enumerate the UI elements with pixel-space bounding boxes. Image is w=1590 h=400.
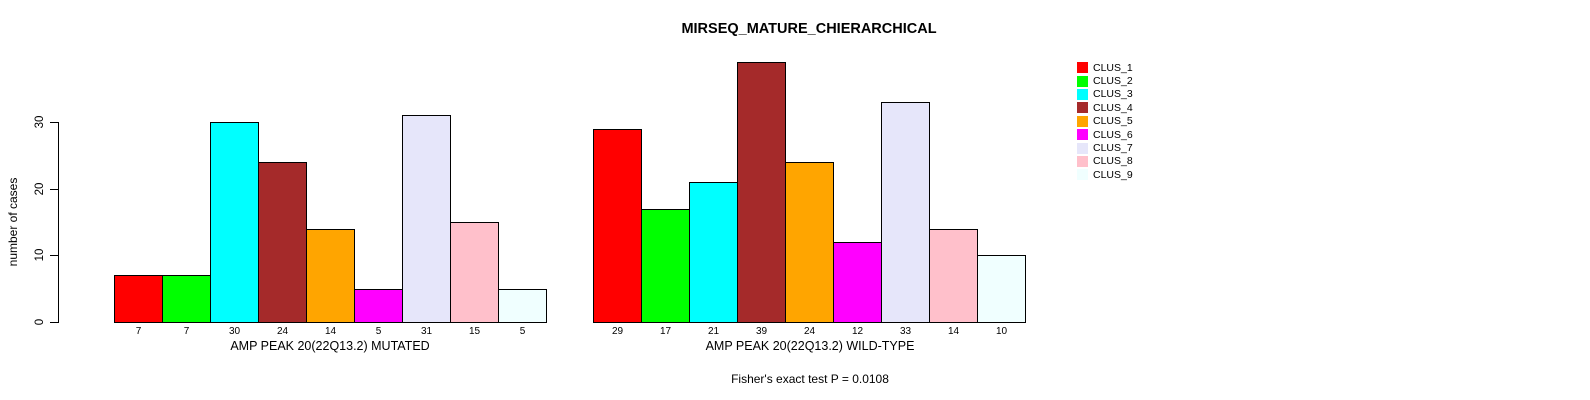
legend-entry-clus_9: CLUS_9: [1077, 168, 1133, 181]
legend-swatch-clus_9: [1077, 169, 1088, 181]
bar-value-label: 10: [995, 326, 1008, 337]
bar-clus_8-mutated: [450, 222, 499, 323]
bar-value-label: 7: [135, 326, 142, 337]
legend-label: CLUS_8: [1093, 155, 1133, 168]
bar-clus_2-wildtype: [641, 209, 690, 323]
chart-title: MIRSEQ_MATURE_CHIERARCHICAL: [681, 21, 937, 37]
bar-value-label: 7: [183, 326, 190, 337]
y-tick-mark: [50, 121, 58, 123]
bar-clus_4-mutated: [258, 162, 307, 323]
bar-value-label: 24: [803, 326, 816, 337]
bar-value-label: 31: [420, 326, 433, 337]
legend-swatch-clus_2: [1077, 75, 1088, 87]
bar-value-label: 24: [276, 326, 289, 337]
bar-clus_5-mutated: [306, 229, 355, 323]
bar-value-label: 5: [519, 326, 526, 337]
bar-clus_3-mutated: [210, 122, 259, 323]
legend-entry-clus_4: CLUS_4: [1077, 101, 1133, 114]
bar-clus_6-mutated: [354, 289, 403, 323]
legend-swatch-clus_8: [1077, 155, 1088, 167]
x-axis-label-wildtype: AMP PEAK 20(22Q13.2) WILD-TYPE: [705, 339, 915, 353]
legend-label: CLUS_2: [1093, 75, 1133, 88]
legend-entry-clus_2: CLUS_2: [1077, 74, 1133, 87]
legend-swatch-clus_6: [1077, 129, 1088, 141]
legend-swatch-clus_7: [1077, 142, 1088, 154]
bar-clus_9-wildtype: [977, 255, 1026, 323]
legend-label: CLUS_5: [1093, 115, 1133, 128]
y-axis-label: number of cases: [6, 177, 20, 267]
bar-clus_1-mutated: [114, 275, 163, 323]
y-tick-mark: [50, 255, 58, 257]
y-tick-mark: [50, 322, 58, 323]
bar-clus_6-wildtype: [833, 242, 882, 323]
legend-entry-clus_8: CLUS_8: [1077, 155, 1133, 168]
bar-value-label: 29: [611, 326, 624, 337]
bar-clus_3-wildtype: [689, 182, 738, 323]
bar-clus_7-mutated: [402, 115, 451, 323]
legend-swatch-clus_4: [1077, 102, 1088, 114]
legend-entry-clus_7: CLUS_7: [1077, 141, 1133, 154]
bar-value-label: 33: [899, 326, 912, 337]
legend-swatch-clus_5: [1077, 115, 1088, 127]
y-tick-label: 30: [34, 115, 46, 129]
y-tick-label: 0: [34, 318, 46, 326]
bar-value-label: 15: [468, 326, 481, 337]
legend-label: CLUS_6: [1093, 128, 1133, 141]
legend-entry-clus_3: CLUS_3: [1077, 88, 1133, 101]
bar-value-label: 14: [947, 326, 960, 337]
legend-entry-clus_5: CLUS_5: [1077, 115, 1133, 128]
y-tick-mark: [50, 188, 58, 190]
legend-label: CLUS_7: [1093, 142, 1133, 155]
bar-clus_5-wildtype: [785, 162, 834, 323]
y-axis-line: [58, 122, 59, 323]
x-axis-label-mutated: AMP PEAK 20(22Q13.2) MUTATED: [230, 339, 430, 353]
fisher-test-annotation: Fisher's exact test P = 0.0108: [731, 372, 889, 386]
bar-value-label: 21: [707, 326, 720, 337]
bar-value-label: 12: [851, 326, 864, 337]
legend-entry-clus_1: CLUS_1: [1077, 61, 1133, 74]
legend: CLUS_1 CLUS_2 CLUS_3 CLUS_4 CLUS_5 CLUS_6 CLUS…: [1077, 61, 1133, 182]
bar-clus_2-mutated: [162, 275, 211, 323]
bar-clus_4-wildtype: [737, 62, 786, 323]
bar-value-label: 5: [375, 326, 382, 337]
legend-entry-clus_6: CLUS_6: [1077, 128, 1133, 141]
y-tick-label: 10: [34, 248, 46, 262]
legend-label: CLUS_3: [1093, 88, 1133, 101]
bar-clus_1-wildtype: [593, 129, 642, 323]
bar-clus_7-wildtype: [881, 102, 930, 323]
legend-label: CLUS_4: [1093, 101, 1133, 114]
bar-value-label: 39: [755, 326, 768, 337]
y-tick-label: 20: [34, 182, 46, 196]
legend-swatch-clus_1: [1077, 62, 1088, 74]
bar-clus_8-wildtype: [929, 229, 978, 323]
legend-swatch-clus_3: [1077, 88, 1088, 100]
bar-value-label: 17: [659, 326, 672, 337]
bar-clus_9-mutated: [498, 289, 547, 323]
bar-value-label: 14: [324, 326, 337, 337]
bar-value-label: 30: [228, 326, 241, 337]
legend-label: CLUS_9: [1093, 168, 1133, 181]
legend-label: CLUS_1: [1093, 61, 1133, 74]
